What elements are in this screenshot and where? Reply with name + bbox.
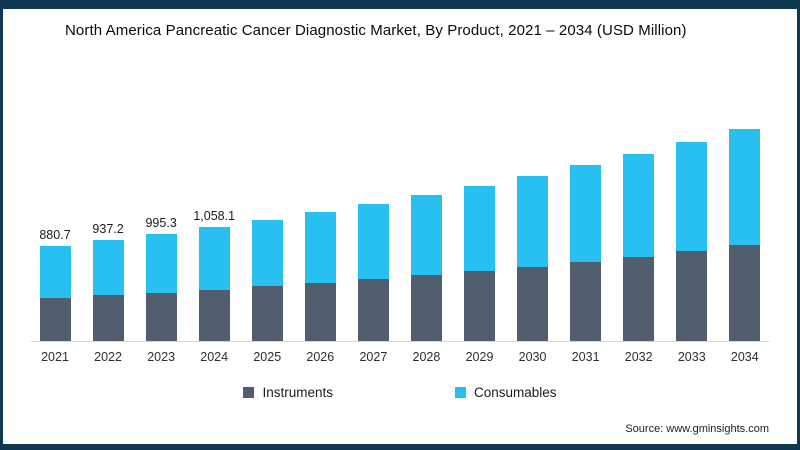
bar-column: 2029 bbox=[462, 91, 498, 364]
bar-column: 2030 bbox=[515, 91, 551, 364]
stacked-bar bbox=[621, 91, 657, 341]
consumables-segment bbox=[145, 233, 177, 293]
stacked-bar: 937.2 bbox=[90, 91, 126, 341]
bar-column: 2028 bbox=[408, 91, 444, 364]
bar-column: 2033 bbox=[674, 91, 710, 364]
x-axis-tick-label: 2024 bbox=[200, 350, 229, 364]
x-axis-tick-label: 2032 bbox=[624, 350, 653, 364]
stacked-bar bbox=[462, 91, 498, 341]
chart-area: 880.7 2021 937.2 2022 995.3 2023 1,058.1 2024 20… bbox=[31, 91, 769, 364]
bar-column: 2034 bbox=[727, 91, 763, 364]
bar-column: 880.7 2021 bbox=[37, 91, 73, 364]
stacked-bar bbox=[727, 91, 763, 341]
x-axis-tick-label: 2026 bbox=[306, 350, 335, 364]
instruments-segment bbox=[145, 292, 177, 341]
instruments-segment bbox=[570, 261, 602, 341]
stacked-bar bbox=[249, 91, 285, 341]
bar-column: 2026 bbox=[302, 91, 338, 364]
source-credit: Source: www.gminsights.com bbox=[625, 423, 769, 435]
stacked-bar bbox=[408, 91, 444, 341]
bar-total-label: 995.3 bbox=[145, 215, 177, 230]
stacked-bar bbox=[355, 91, 391, 341]
bar-column: 2032 bbox=[621, 91, 657, 364]
x-axis-tick-label: 2033 bbox=[677, 350, 706, 364]
instruments-swatch-icon bbox=[243, 387, 255, 398]
x-axis-tick-label: 2021 bbox=[41, 350, 69, 364]
instruments-segment bbox=[623, 256, 655, 341]
bar-total-label: 937.2 bbox=[92, 221, 124, 236]
bar-column: 2031 bbox=[568, 91, 604, 364]
bar-column: 995.3 2023 bbox=[143, 91, 179, 364]
instruments-segment bbox=[517, 266, 549, 341]
x-axis-tick-label: 2034 bbox=[730, 350, 759, 364]
stacked-bar: 880.7 bbox=[37, 91, 73, 341]
consumables-segment bbox=[410, 194, 442, 276]
legend-label-instruments: Instruments bbox=[262, 385, 333, 400]
legend-item-consumables: Consumables bbox=[454, 385, 557, 400]
consumables-segment bbox=[729, 128, 761, 246]
bar-column: 937.2 2022 bbox=[90, 91, 126, 364]
legend: Instruments Consumables bbox=[3, 385, 797, 400]
stacked-bar: 995.3 bbox=[143, 91, 179, 341]
instruments-segment bbox=[251, 286, 283, 341]
consumables-segment bbox=[39, 245, 71, 299]
chart-title: North America Pancreatic Cancer Diagnost… bbox=[65, 22, 687, 39]
consumables-segment bbox=[198, 226, 230, 290]
bars-container: 880.7 2021 937.2 2022 995.3 2023 1,058.1 2024 20… bbox=[33, 91, 767, 364]
bar-total-label: 1,058.1 bbox=[193, 208, 236, 223]
instruments-segment bbox=[357, 279, 389, 341]
stacked-bar bbox=[674, 91, 710, 341]
stacked-bar bbox=[302, 91, 338, 341]
consumables-segment bbox=[304, 211, 336, 283]
x-axis-tick-label: 2029 bbox=[465, 350, 494, 364]
consumables-segment bbox=[464, 185, 495, 271]
stacked-bar bbox=[568, 91, 604, 341]
stacked-bar bbox=[515, 91, 551, 341]
consumables-segment bbox=[570, 164, 602, 262]
bar-column: 1,058.1 2024 bbox=[193, 91, 236, 364]
consumables-swatch-icon bbox=[454, 387, 466, 398]
instruments-segment bbox=[410, 275, 442, 341]
legend-item-instruments: Instruments bbox=[243, 385, 333, 400]
consumables-segment bbox=[357, 203, 389, 280]
consumables-segment bbox=[517, 175, 549, 267]
bar-column: 2027 bbox=[355, 91, 391, 364]
x-axis-tick-label: 2028 bbox=[412, 350, 441, 364]
instruments-segment bbox=[198, 289, 230, 341]
stacked-bar: 1,058.1 bbox=[193, 91, 236, 341]
legend-label-consumables: Consumables bbox=[473, 385, 557, 400]
consumables-segment bbox=[623, 153, 655, 257]
x-axis-tick-label: 2023 bbox=[147, 350, 176, 364]
bar-column: 2025 bbox=[249, 91, 285, 364]
instruments-segment bbox=[676, 251, 708, 341]
bar-total-label: 880.7 bbox=[39, 227, 71, 242]
instruments-segment bbox=[729, 245, 761, 341]
x-axis-tick-label: 2025 bbox=[253, 350, 282, 364]
instruments-segment bbox=[304, 282, 336, 341]
instruments-segment bbox=[39, 298, 71, 341]
consumables-segment bbox=[92, 239, 124, 296]
x-axis-tick-label: 2030 bbox=[518, 350, 547, 364]
instruments-segment bbox=[92, 295, 124, 341]
instruments-segment bbox=[464, 271, 495, 341]
x-axis-tick-label: 2031 bbox=[571, 350, 600, 364]
consumables-segment bbox=[676, 141, 708, 252]
x-axis-line bbox=[31, 341, 769, 342]
x-axis-tick-label: 2022 bbox=[94, 350, 122, 364]
x-axis-tick-label: 2027 bbox=[359, 350, 388, 364]
consumables-segment bbox=[251, 219, 283, 287]
